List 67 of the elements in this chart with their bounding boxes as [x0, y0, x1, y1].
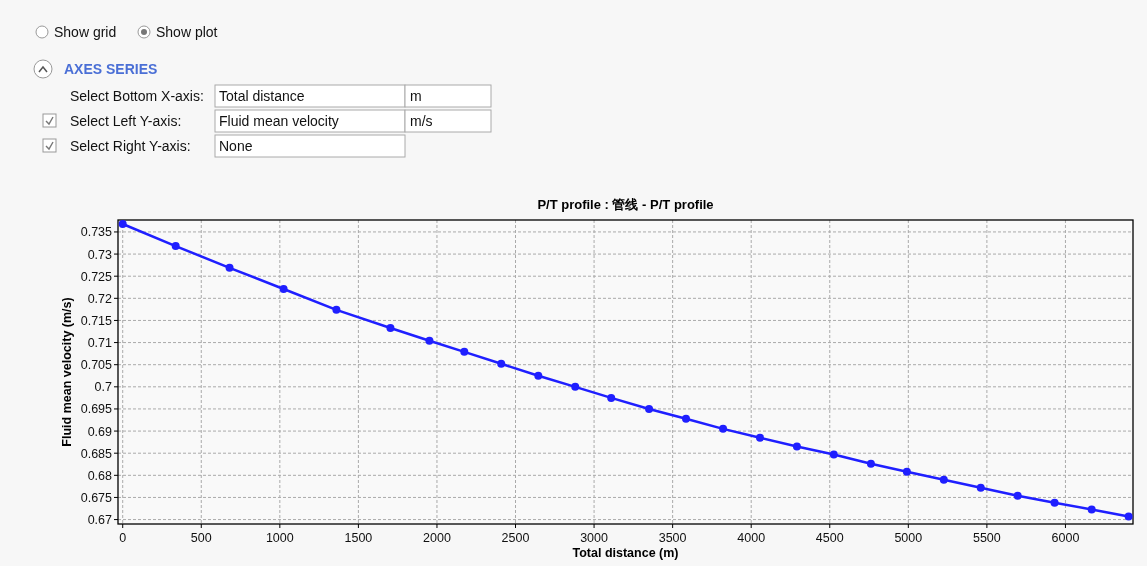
point [829, 450, 838, 459]
text: Fluid mean velocity [219, 113, 339, 129]
point [118, 219, 127, 228]
y-tick-label: 0.7 [94, 380, 113, 395]
point [571, 382, 580, 391]
point [425, 336, 434, 345]
point [534, 371, 543, 380]
point [1050, 498, 1059, 507]
y-tick-label: 0.695 [80, 402, 113, 417]
text: Select Right Y-axis: [70, 138, 191, 154]
point [279, 285, 288, 294]
x-tick-label: 4000 [737, 531, 766, 545]
point [225, 263, 234, 272]
point [386, 323, 395, 332]
point [460, 347, 469, 356]
y-tick-label: 0.68 [87, 468, 113, 483]
x-tick-label: 1500 [344, 531, 373, 545]
x-tick-label: 2000 [423, 531, 451, 545]
y-tick-label: 0.725 [80, 269, 113, 284]
point [939, 475, 948, 484]
y-axis-title: Fluid mean velocity (m/s) [60, 297, 74, 447]
point [1124, 512, 1133, 521]
chart-title: P/T profile : 管线 - P/T profile [537, 197, 714, 212]
text: m/s [410, 113, 433, 129]
x-tick-label: 3000 [580, 531, 609, 545]
point [497, 359, 506, 368]
point [607, 393, 616, 402]
x-tick-label: 5500 [972, 531, 1001, 545]
point [866, 459, 875, 468]
text: AXES SERIES [64, 61, 158, 77]
x-axis-title: Total distance (m) [572, 546, 679, 560]
text: Select Bottom X-axis: [70, 88, 204, 104]
point [976, 483, 985, 492]
point [719, 424, 728, 433]
y-tick-label: 0.735 [80, 225, 113, 240]
point [1013, 491, 1022, 500]
point [171, 242, 180, 251]
x-tick-label: 2500 [501, 531, 530, 545]
point [792, 442, 801, 451]
text: Show plot [156, 24, 218, 40]
y-tick-label: 0.675 [80, 490, 113, 505]
text: Total distance [219, 88, 305, 104]
point [645, 404, 654, 413]
x-tick-label: 6000 [1051, 531, 1080, 545]
x-tick-label: 4500 [815, 531, 844, 545]
point [681, 414, 690, 423]
point [332, 305, 341, 314]
x-tick-label: 5000 [894, 531, 923, 545]
text: Show grid [54, 24, 117, 40]
y-tick-label: 0.69 [87, 424, 113, 439]
point [902, 467, 911, 476]
x-tick-label: 500 [190, 531, 212, 545]
x-tick-label: 3500 [658, 531, 687, 545]
y-tick-label: 0.72 [87, 291, 113, 306]
point [756, 433, 764, 442]
text: m [410, 88, 422, 104]
text: None [219, 138, 253, 154]
x-tick-label: 0 [119, 531, 127, 545]
y-tick-label: 0.71 [87, 336, 113, 351]
point [1087, 505, 1096, 514]
y-tick-label: 0.715 [80, 313, 113, 328]
y-tick-label: 0.705 [80, 358, 113, 373]
x-tick-label: 1000 [265, 531, 294, 545]
y-tick-label: 0.685 [80, 446, 113, 461]
y-tick-label: 0.73 [87, 247, 113, 262]
y-tick-label: 0.67 [87, 513, 113, 528]
text: Select Left Y-axis: [70, 113, 182, 129]
